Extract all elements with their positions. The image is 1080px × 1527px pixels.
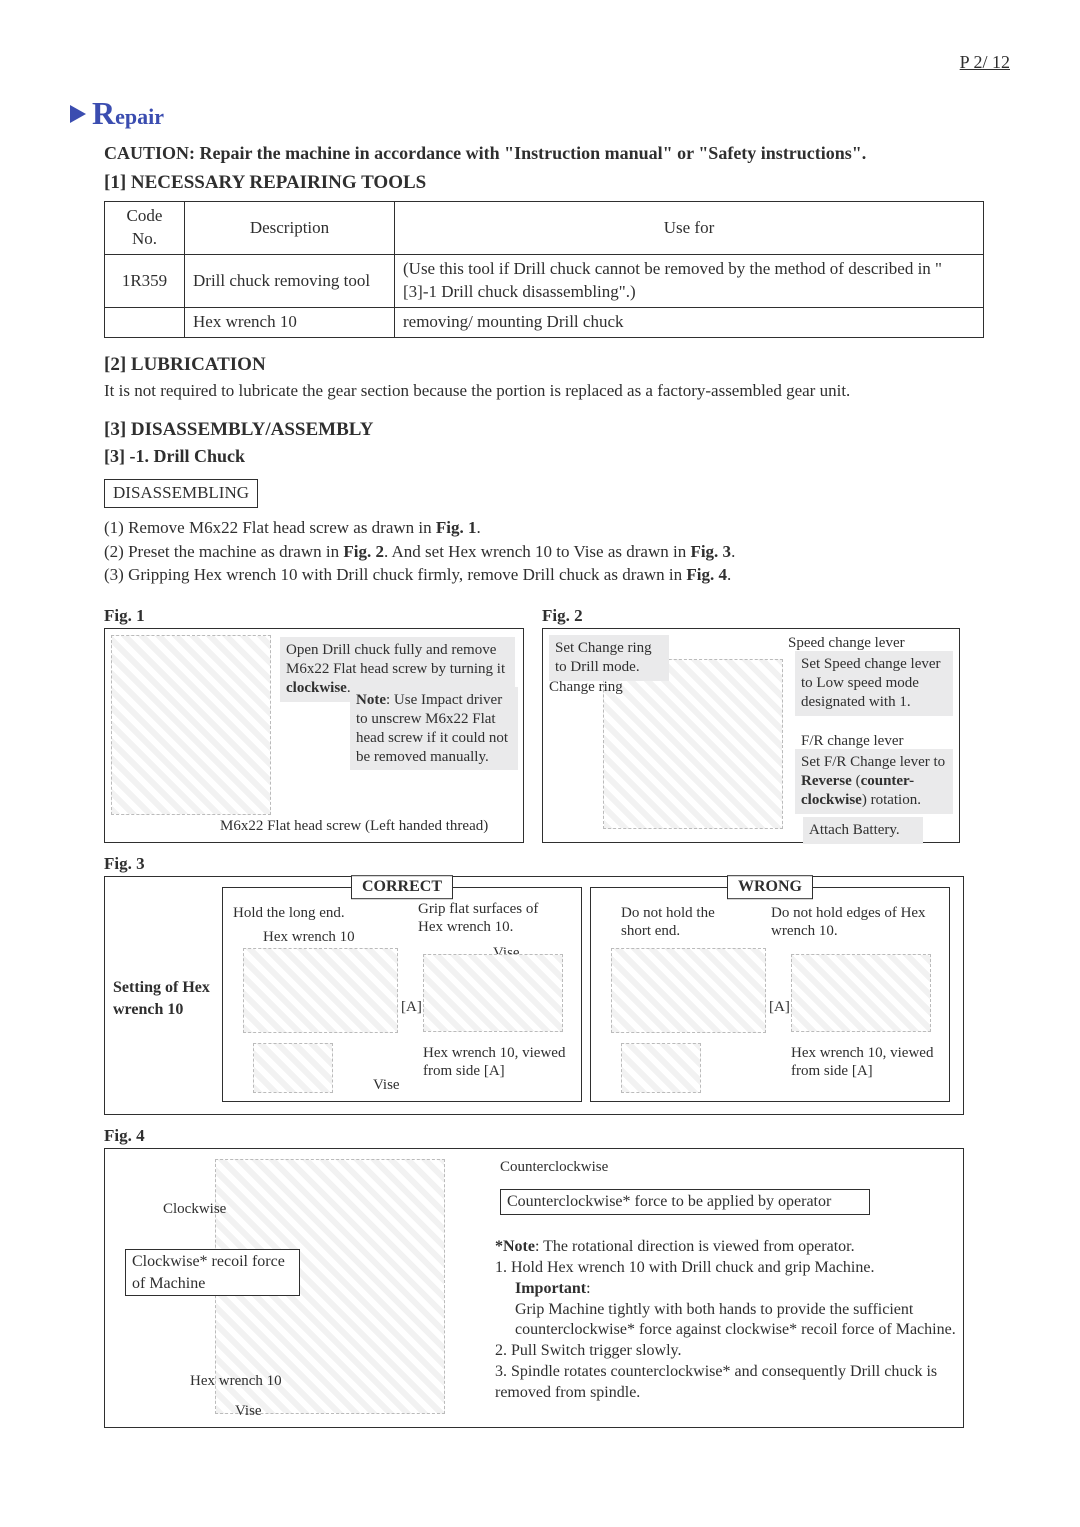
fig2-drawing: [603, 659, 783, 829]
a-1: [A]: [401, 998, 422, 1016]
steps: (1) Remove M6x22 Flat head screw as draw…: [104, 517, 1010, 588]
fig4-imp2: Grip Machine tightly with both hands to …: [515, 1300, 965, 1342]
fig2-c6: Attach Battery.: [803, 817, 923, 844]
wrong-draw-1: [611, 948, 766, 1033]
correct-draw-3: [253, 1043, 333, 1093]
col-code: Code No.: [105, 202, 185, 255]
fig4-notes: *Note: The rotational direction is viewe…: [495, 1237, 965, 1403]
fig4-box: Clockwise Clockwise* recoil force of Mac…: [104, 1148, 964, 1428]
repair-header: Repair: [70, 92, 1010, 135]
section-3-title: [3] DISASSEMBLY/ASSEMBLY: [104, 417, 1010, 443]
fig4-imp: Important:: [515, 1279, 965, 1300]
fig4-cw: Clockwise: [163, 1199, 226, 1219]
fig-1-2-row: Fig. 1 Open Drill chuck fully and remove…: [104, 595, 1010, 843]
fig1-box: Open Drill chuck fully and remove M6x22 …: [104, 628, 524, 843]
step-2: (2) Preset the machine as drawn in Fig. …: [104, 541, 1010, 564]
fig1-callout-2: Note: Use Impact driver to unscrew M6x22…: [350, 687, 518, 770]
hold-long: Hold the long end.: [233, 904, 373, 922]
fig2-box: Set Change ring to Drill mode. Change ri…: [542, 628, 960, 843]
table-row: 1R359 Drill chuck removing tool (Use thi…: [105, 255, 984, 308]
correct-title: CORRECT: [351, 875, 453, 899]
fig2-c3: Set Speed change lever to Low speed mode…: [795, 651, 953, 715]
col-use: Use for: [395, 202, 984, 255]
side-1: Hex wrench 10, viewed from side [A]: [423, 1044, 573, 1080]
triangle-icon: [70, 105, 86, 123]
fig4-l2: 2. Pull Switch trigger slowly.: [495, 1341, 965, 1362]
fig1-drawing: [111, 635, 271, 815]
fig4-recoil: Clockwise* recoil force of Machine: [125, 1249, 300, 1296]
fig3-box: Setting of Hex wrench 10 CORRECT Hold th…: [104, 876, 964, 1115]
no-short: Do not hold the short end.: [621, 904, 741, 940]
table-row: Hex wrench 10 removing/ mounting Drill c…: [105, 308, 984, 338]
hex-label: Hex wrench 10: [263, 928, 355, 946]
step-1: (1) Remove M6x22 Flat head screw as draw…: [104, 517, 1010, 540]
t: Set F/R Change lever to: [801, 754, 945, 770]
fig2-c5: Set F/R Change lever to Reverse (counter…: [795, 749, 953, 813]
fig4-vise: Vise: [235, 1401, 262, 1421]
fig1-note-prefix: Note: [356, 692, 386, 708]
vise-2: Vise: [373, 1076, 400, 1094]
fig4-hex: Hex wrench 10: [190, 1371, 282, 1391]
section-3-sub: [3] -1. Drill Chuck: [104, 444, 1010, 468]
fig4-l1: 1. Hold Hex wrench 10 with Drill chuck a…: [495, 1258, 965, 1279]
caution-text: CAUTION: Repair the machine in accordanc…: [104, 141, 1010, 165]
disassembling-box: DISASSEMBLING: [104, 479, 258, 508]
t: *Note: [495, 1238, 535, 1255]
fig1-label: Fig. 1: [104, 605, 524, 628]
fig2-c1b: Change ring: [549, 677, 623, 697]
col-desc: Description: [185, 202, 395, 255]
t: (: [852, 773, 861, 789]
fig3-correct: CORRECT Hold the long end. Hex wrench 10…: [222, 887, 582, 1102]
fig4-ccwforce: Counterclockwise* force to be applied by…: [500, 1189, 870, 1215]
wrong-draw-3: [621, 1043, 701, 1093]
step-3: (3) Gripping Hex wrench 10 with Drill ch…: [104, 564, 1010, 587]
cell: removing/ mounting Drill chuck: [395, 308, 984, 338]
wrong-draw-2: [791, 954, 931, 1032]
tools-table: Code No. Description Use for 1R359 Drill…: [104, 201, 984, 338]
correct-draw-2: [423, 954, 563, 1032]
cell: Hex wrench 10: [185, 308, 395, 338]
repair-title-rest: epair: [115, 104, 164, 129]
section-1-title: [1] NECESSARY REPAIRING TOOLS: [104, 170, 1010, 196]
t: ) rotation.: [862, 792, 921, 808]
wrong-title: WRONG: [727, 875, 813, 899]
fig3-label: Fig. 3: [104, 853, 1010, 876]
fig2-c1-text: Set Change ring to Drill mode.: [555, 640, 652, 675]
side-2: Hex wrench 10, viewed from side [A]: [791, 1044, 941, 1080]
fig1-c1-bold: clockwise: [286, 680, 347, 696]
correct-draw-1: [243, 948, 398, 1033]
fig2-label: Fig. 2: [542, 605, 960, 628]
cell: Drill chuck removing tool: [185, 255, 395, 308]
fig3-setting: Setting of Hex wrench 10: [113, 887, 218, 1102]
repair-title: Repair: [92, 92, 164, 135]
fig1-c1-text: Open Drill chuck fully and remove M6x22 …: [286, 642, 505, 677]
a-2: [A]: [769, 998, 790, 1016]
cell: (Use this tool if Drill chuck cannot be …: [395, 255, 984, 308]
t: : The rotational direction is viewed fro…: [535, 1238, 855, 1255]
fig4-note-line: *Note: The rotational direction is viewe…: [495, 1237, 965, 1258]
fig4-l3: 3. Spindle rotates counterclockwise* and…: [495, 1362, 965, 1404]
fig4-label: Fig. 4: [104, 1125, 1010, 1148]
t: Important: [515, 1280, 586, 1297]
fig3-wrong: WRONG Do not hold the short end. Do not …: [590, 887, 950, 1102]
t: Reverse: [801, 773, 852, 789]
repair-title-initial: R: [92, 95, 115, 131]
table-header-row: Code No. Description Use for: [105, 202, 984, 255]
section-2-text: It is not required to lubricate the gear…: [104, 380, 1010, 403]
grip-flat: Grip flat surfaces of Hex wrench 10.: [418, 900, 558, 936]
cell: [105, 308, 185, 338]
section-2-title: [2] LUBRICATION: [104, 352, 1010, 378]
cell: 1R359: [105, 255, 185, 308]
fig4-ccw: Counterclockwise: [500, 1157, 608, 1177]
fig2-c1: Set Change ring to Drill mode.: [549, 635, 669, 681]
page-number: P 2/ 12: [70, 50, 1010, 74]
fig1-caption: M6x22 Flat head screw (Left handed threa…: [220, 816, 488, 836]
no-edge: Do not hold edges of Hex wrench 10.: [771, 904, 931, 940]
